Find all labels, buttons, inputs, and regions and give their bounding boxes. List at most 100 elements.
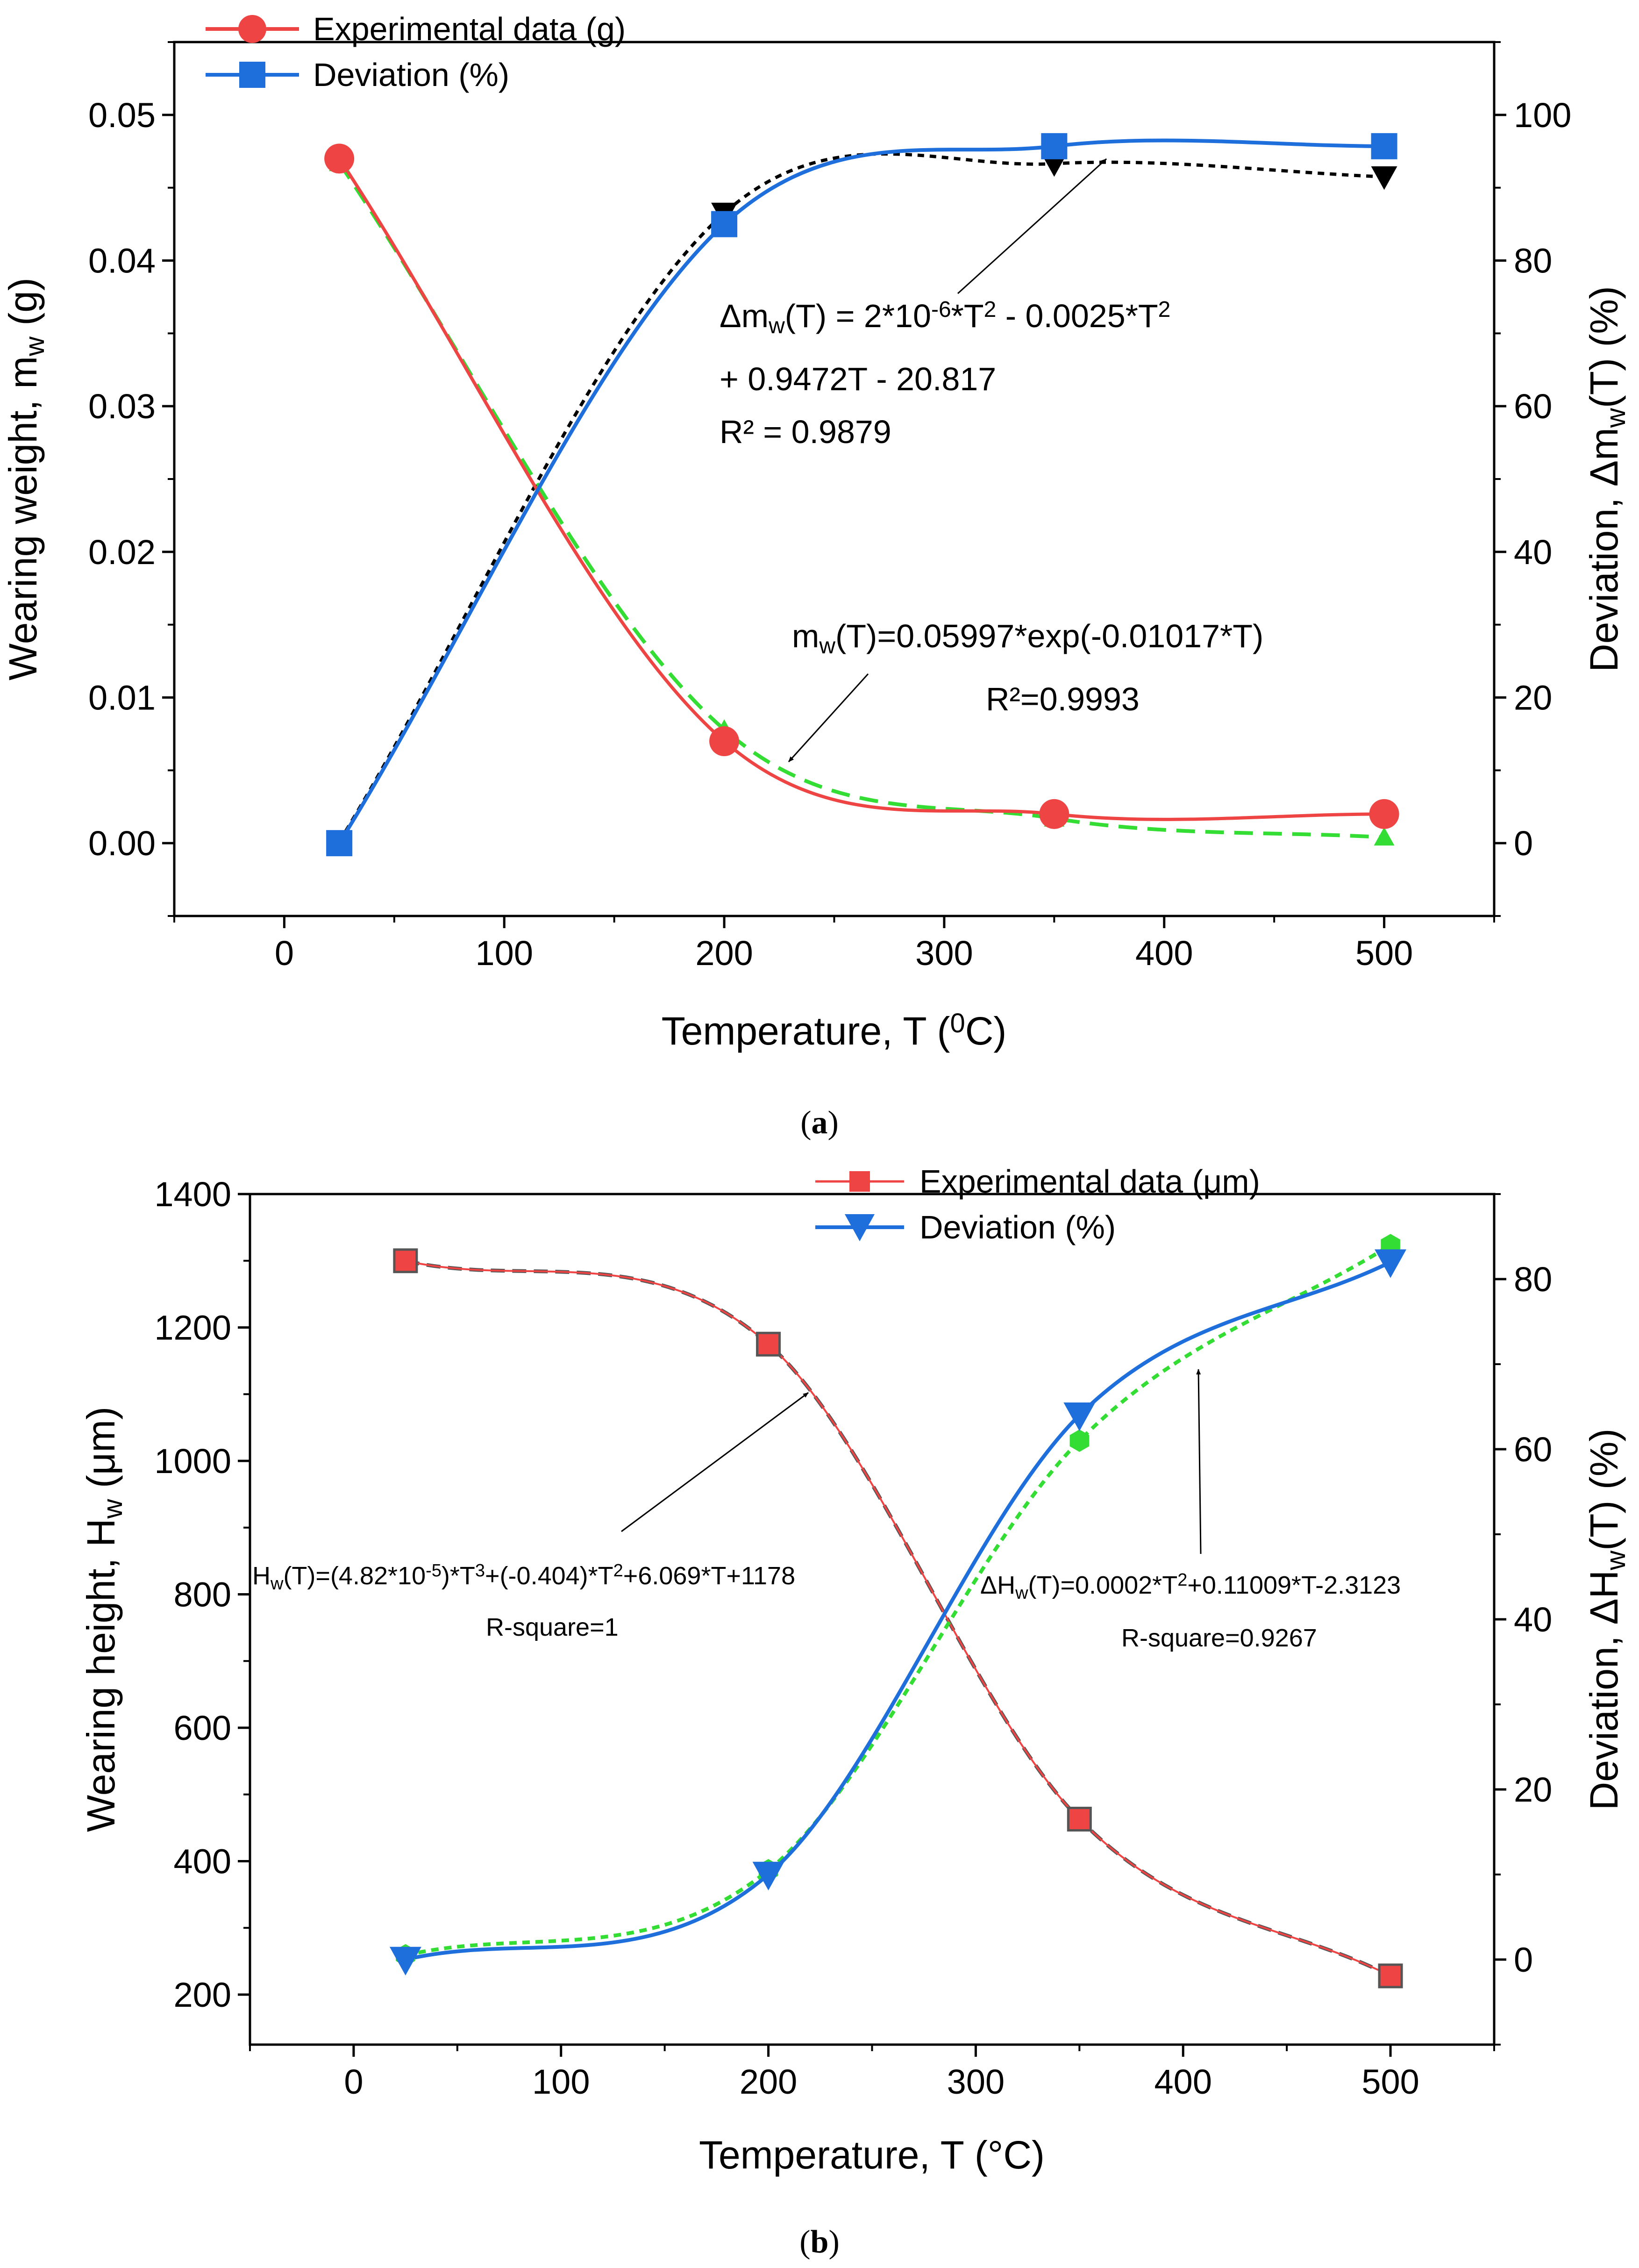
y-right-tick-label: 100 [1514, 96, 1571, 135]
poly-fit-curve [338, 152, 1384, 843]
experimental-b-curve [405, 1259, 1391, 1977]
y-right-tick-label: 60 [1514, 1430, 1552, 1469]
annotation-dev-r2-b: R-square=0.9267 [1121, 1624, 1317, 1652]
legend-marker-deviation-b [845, 1214, 875, 1241]
x-tick-label: 100 [476, 934, 533, 973]
chart-a-right-axis-title: Deviation, Δmw(T) (%) [1582, 286, 1631, 672]
annotation-height-r2: R-square=1 [486, 1613, 619, 1641]
experimental-point [1369, 799, 1399, 829]
chart-b-right-axis-title: Deviation, ΔHw(T) (%) [1582, 1429, 1631, 1810]
chart-a-marks [324, 133, 1399, 857]
poly-fit-point [1371, 166, 1397, 190]
y-left-tick-label: 1000 [154, 1442, 231, 1481]
y-left-tick-label: 800 [174, 1575, 231, 1614]
chart-a-legend: Experimental data (g) Deviation (%) [206, 11, 626, 93]
annotation-dev-equation-b: ΔHw(T)=0.0002*T2+0.11009*T-2.3123 [980, 1570, 1401, 1603]
deviation-point [1371, 133, 1397, 159]
legend-label-deviation: Deviation (%) [313, 57, 509, 93]
y-right-tick-label: 20 [1514, 1770, 1552, 1809]
annotation-dev-r2: R² = 0.9879 [720, 414, 891, 450]
annotation-dev-arrow-b [1196, 1369, 1202, 1554]
legend-label-experimental: Experimental data (g) [313, 11, 626, 47]
y-left-tick-label: 0.02 [88, 533, 156, 572]
y-left-tick-label: 0.05 [88, 96, 156, 135]
exp-fit-curve [337, 162, 1384, 839]
annotation-height-arrow [621, 1392, 809, 1532]
annotation-dev-equation-line2: + 0.9472T - 20.817 [720, 361, 996, 397]
chart-a-x-axis-title: Temperature, T (0C) [662, 1008, 1007, 1053]
legend-marker-experimental-b [849, 1171, 870, 1192]
x-tick-label: 0 [344, 2062, 363, 2101]
deviation-curve [337, 138, 1384, 844]
legend-label-deviation-b: Deviation (%) [919, 1209, 1116, 1245]
annotation-dev-equation-line1: Δmw(T) = 2*10-6*T2 - 0.0025*T2 [720, 297, 1170, 338]
annotation-dev-arrow [957, 158, 1107, 294]
annotation-height-equation: Hw(T)=(4.82*10-5)*T3+(-0.404)*T2+6.069*T… [252, 1561, 795, 1594]
annotation-exp-equation: mw(T)=0.05997*exp(-0.01017*T) [792, 618, 1263, 658]
y-right-tick-label: 80 [1514, 242, 1552, 280]
deviation-b-point [389, 1946, 421, 1975]
x-tick-label: 300 [915, 934, 973, 973]
experimental-b-point [1067, 1807, 1092, 1832]
deviation-point [1041, 133, 1068, 159]
y-right-tick-label: 40 [1514, 533, 1552, 572]
chart-b-x-axis-title: Temperature, T (°C) [699, 2133, 1045, 2177]
experimental-point [1039, 799, 1069, 829]
exp-fit-point [1374, 827, 1395, 846]
y-left-tick-label: 0.03 [88, 387, 156, 426]
annotation-exp-arrow [788, 673, 869, 763]
chart-a-ticks: 0 100 200 300 400 5000.000.010.020.030.040.05… [88, 41, 1571, 973]
y-left-tick-label: 0.04 [88, 242, 156, 280]
deviation-b-curve [405, 1260, 1391, 1961]
experimental-b-point [393, 1248, 418, 1274]
x-tick-label: 100 [532, 2062, 590, 2101]
chart-b-caption: (b) [799, 2224, 840, 2260]
deviation-b-point [1063, 1402, 1096, 1431]
x-tick-label: 500 [1355, 934, 1413, 973]
x-tick-label: 400 [1135, 934, 1193, 973]
x-tick-label: 300 [947, 2062, 1005, 2101]
chart-a-curves [337, 138, 1384, 844]
x-tick-label: 500 [1361, 2062, 1419, 2101]
legend-label-experimental-b: Experimental data (μm) [919, 1163, 1260, 1200]
chart-a-left-axis-title: Wearing weight, mw (g) [1, 278, 50, 680]
y-right-tick-label: 0 [1514, 1940, 1533, 1979]
experimental-curve [338, 157, 1384, 821]
y-right-tick-label: 80 [1514, 1260, 1552, 1299]
y-right-tick-label: 0 [1514, 824, 1533, 863]
chart-b-plot-frame [249, 1193, 1496, 2046]
annotation-exp-r2: R²=0.9993 [986, 681, 1140, 717]
experimental-b-point [1378, 1963, 1403, 1989]
y-right-tick-label: 60 [1514, 387, 1552, 426]
experimental-point [709, 726, 740, 756]
dev-fit-b-point [1069, 1429, 1090, 1452]
y-right-tick-label: 20 [1514, 679, 1552, 717]
chart-b-curves [405, 1243, 1392, 1978]
deviation-b-point [1375, 1249, 1407, 1278]
legend-marker-experimental [238, 15, 266, 43]
y-left-tick-label: 1200 [154, 1308, 231, 1347]
chart-b-ticks: 0 100 200 300 400 500200400600800100012001400… [154, 1175, 1552, 2101]
chart-b: 0 100 200 300 400 500200400600800100012001400… [79, 1163, 1631, 2260]
dev-fit-b-curve [405, 1243, 1392, 1957]
chart-a-caption: (a) [800, 1105, 839, 1141]
chart-b-legend: Experimental data (μm) Deviation (%) [815, 1163, 1260, 1245]
x-tick-label: 200 [740, 2062, 797, 2101]
x-tick-label: 200 [695, 934, 753, 973]
y-left-tick-label: 0.01 [88, 679, 156, 717]
y-left-tick-label: 400 [174, 1842, 231, 1881]
y-left-tick-label: 600 [174, 1709, 231, 1747]
chart-a: 0 100 200 300 400 5000.000.010.020.030.040.05… [1, 11, 1631, 1141]
x-tick-label: 0 [275, 934, 294, 973]
deviation-point [326, 830, 353, 857]
experimental-b-point [756, 1331, 781, 1357]
deviation-b-point [752, 1861, 784, 1890]
x-tick-label: 400 [1154, 2062, 1212, 2101]
chart-b-left-axis-title: Wearing height, Hw (μm) [79, 1407, 128, 1832]
y-left-tick-label: 200 [174, 1975, 231, 2014]
y-left-tick-label: 0.00 [88, 824, 156, 863]
deviation-point [711, 211, 738, 237]
experimental-point [324, 143, 355, 174]
chart-b-marks [389, 1234, 1407, 1989]
